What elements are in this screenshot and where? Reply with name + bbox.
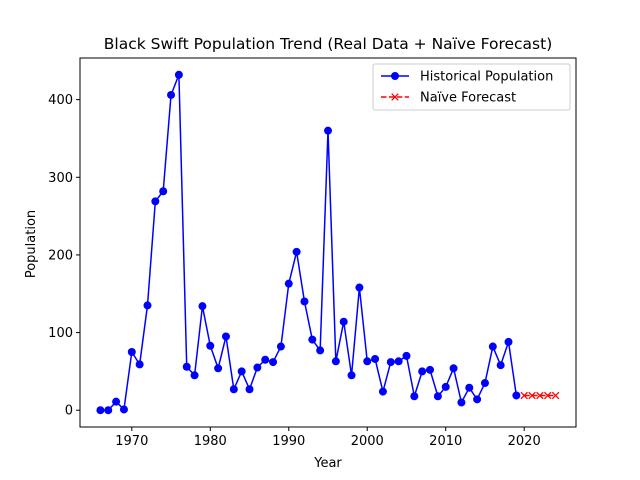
data-point bbox=[347, 371, 356, 380]
data-point bbox=[221, 332, 230, 341]
plot-area bbox=[79, 57, 577, 428]
x-axis-ticks: 1970 1980 1990 2000 2010 2020 bbox=[115, 427, 541, 449]
data-point bbox=[433, 392, 442, 401]
data-point bbox=[410, 392, 419, 401]
data-point bbox=[488, 342, 497, 351]
data-point bbox=[159, 187, 168, 196]
x-tick-label: 2010 bbox=[429, 434, 462, 449]
x-tick-label: 1990 bbox=[272, 434, 305, 449]
forecast-point bbox=[543, 391, 552, 400]
y-axis-ticks: 0 100 200 300 400 bbox=[48, 93, 80, 419]
x-tick-label: 1980 bbox=[194, 434, 227, 449]
legend-box bbox=[372, 63, 571, 111]
legend: Historical Population Naïve Forecast bbox=[372, 63, 571, 111]
data-point bbox=[308, 335, 317, 344]
data-point bbox=[394, 357, 403, 366]
forecast-point bbox=[551, 391, 560, 400]
y-tick-label: 300 bbox=[48, 171, 73, 186]
data-point bbox=[504, 337, 513, 346]
data-point bbox=[151, 197, 160, 206]
forecast-point bbox=[536, 391, 544, 400]
data-point bbox=[378, 387, 387, 396]
y-axis-label: Population bbox=[24, 210, 39, 278]
data-point bbox=[245, 385, 254, 394]
data-point bbox=[261, 355, 270, 364]
legend-marker-0 bbox=[391, 72, 399, 80]
data-point bbox=[206, 341, 215, 350]
data-point bbox=[331, 357, 340, 366]
data-point bbox=[119, 405, 128, 414]
x-axis-label: Year bbox=[313, 456, 342, 471]
data-point bbox=[229, 385, 238, 394]
data-point bbox=[167, 90, 176, 99]
data-point bbox=[127, 347, 136, 356]
data-point bbox=[269, 358, 278, 367]
data-point bbox=[363, 357, 372, 366]
data-point bbox=[426, 365, 435, 374]
y-tick-label: 0 bbox=[65, 404, 73, 419]
forecast-point bbox=[528, 391, 536, 400]
data-point bbox=[457, 398, 466, 407]
data-point bbox=[292, 247, 301, 256]
data-point bbox=[182, 362, 191, 371]
data-point bbox=[190, 371, 199, 380]
plot-frame bbox=[79, 57, 577, 428]
forecast-point bbox=[520, 391, 528, 400]
x-tick-label: 2020 bbox=[508, 434, 541, 449]
data-point bbox=[480, 379, 489, 388]
data-point bbox=[198, 302, 207, 311]
data-point bbox=[284, 279, 293, 288]
data-point bbox=[112, 397, 121, 406]
data-point bbox=[300, 297, 309, 306]
data-point bbox=[324, 126, 332, 135]
data-point bbox=[143, 301, 152, 310]
data-point bbox=[371, 354, 380, 363]
legend-label-0: Historical Population bbox=[420, 70, 553, 85]
data-point bbox=[496, 361, 505, 370]
legend-marker-1 bbox=[391, 93, 399, 101]
data-point bbox=[96, 406, 105, 415]
data-point bbox=[402, 351, 411, 360]
data-point bbox=[316, 346, 325, 355]
data-point bbox=[418, 367, 427, 376]
data-point bbox=[449, 364, 458, 373]
y-tick-label: 400 bbox=[48, 93, 73, 108]
data-point bbox=[355, 283, 364, 292]
data-point bbox=[253, 363, 262, 372]
data-point bbox=[473, 395, 482, 404]
data-point bbox=[237, 367, 246, 376]
data-point bbox=[441, 382, 450, 391]
y-tick-label: 100 bbox=[48, 326, 73, 341]
x-tick-label: 2000 bbox=[351, 434, 384, 449]
data-point bbox=[214, 364, 223, 373]
y-tick-label: 200 bbox=[48, 248, 73, 263]
data-point bbox=[465, 383, 474, 392]
data-point bbox=[174, 70, 183, 79]
data-point bbox=[135, 360, 144, 369]
chart-title: Black Swift Population Trend (Real Data … bbox=[104, 35, 553, 53]
x-tick-label: 1970 bbox=[115, 434, 148, 449]
data-point bbox=[386, 358, 395, 367]
data-point bbox=[339, 317, 348, 326]
data-point bbox=[512, 391, 521, 400]
data-point bbox=[276, 342, 285, 351]
legend-label-1: Naïve Forecast bbox=[420, 91, 516, 106]
data-point bbox=[104, 406, 113, 415]
